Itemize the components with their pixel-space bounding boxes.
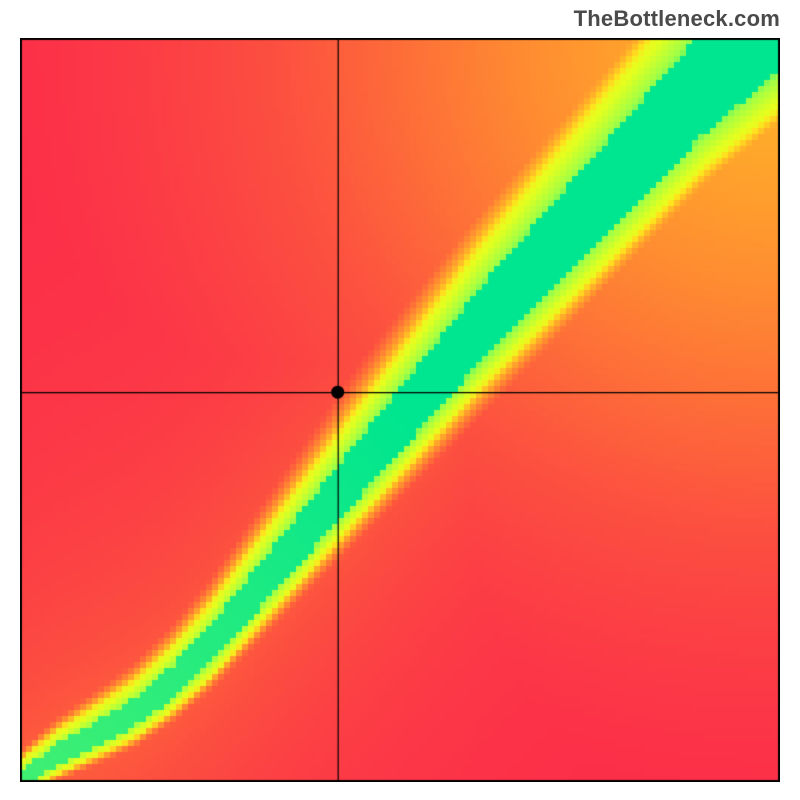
watermark-text: TheBottleneck.com: [574, 6, 780, 32]
heatmap-canvas: [20, 38, 780, 782]
heatmap-container: [20, 38, 780, 782]
